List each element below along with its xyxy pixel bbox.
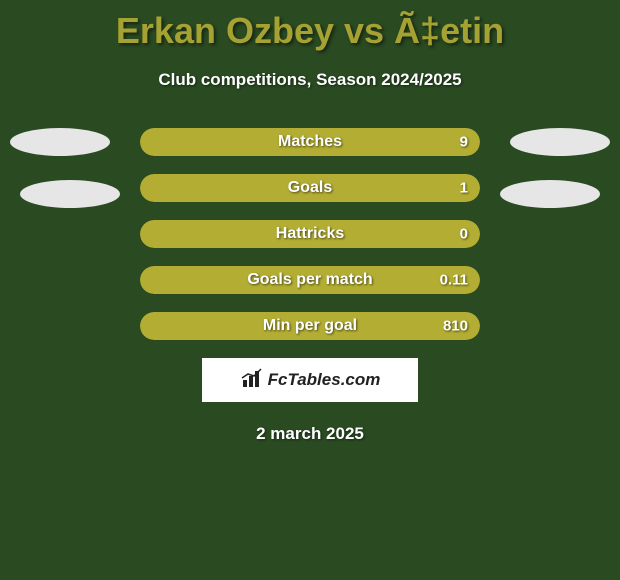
stat-value: 0 [460,226,468,243]
brand-box[interactable]: FcTables.com [202,358,418,402]
stats-area: Matches 9 Goals 1 Hattricks 0 Goals per … [0,128,620,340]
avatar-placeholder-left-top [10,128,110,156]
avatar-placeholder-right-top [510,128,610,156]
season-subtitle: Club competitions, Season 2024/2025 [0,70,620,90]
page-title: Erkan Ozbey vs Ã‡etin [0,0,620,52]
stat-label: Goals per match [247,271,372,289]
stat-row-goals: Goals 1 [140,174,480,202]
stat-value: 9 [460,134,468,151]
stat-row-hattricks: Hattricks 0 [140,220,480,248]
stat-row-matches: Matches 9 [140,128,480,156]
date-line: 2 march 2025 [0,424,620,444]
stat-label: Matches [278,133,342,151]
brand-text: FcTables.com [268,370,381,390]
stat-row-min-per-goal: Min per goal 810 [140,312,480,340]
stat-label: Hattricks [276,225,344,243]
stat-bars: Matches 9 Goals 1 Hattricks 0 Goals per … [140,128,480,340]
avatar-placeholder-right-bottom [500,180,600,208]
avatar-placeholder-left-bottom [20,180,120,208]
bar-chart-icon [240,366,264,395]
stat-label: Goals [288,179,332,197]
stat-value: 0.11 [440,272,468,289]
stat-value: 810 [443,318,468,335]
stat-value: 1 [460,180,468,197]
stat-row-goals-per-match: Goals per match 0.11 [140,266,480,294]
stat-label: Min per goal [263,317,357,335]
